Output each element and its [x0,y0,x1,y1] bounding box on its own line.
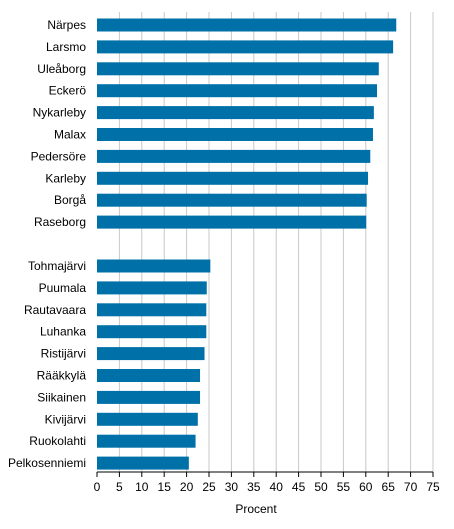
bar [97,369,201,382]
category-label: Raseborg [34,215,86,229]
category-label: Malax [54,128,86,142]
x-tick-label: 50 [314,480,328,494]
bar [97,193,367,207]
category-label: Ruokolahti [29,434,86,448]
category-label: Rautavaara [24,303,86,317]
bar [97,18,397,32]
category-label: Närpes [47,18,86,32]
category-label: Nykarleby [33,106,86,120]
x-tick-label: 40 [270,480,284,494]
category-label: Kivijärvi [45,412,86,426]
category-labels: Närpes Larsmo Uleåborg Eckerö Nykarleby Malax… [8,18,86,470]
x-tick-label: 15 [158,480,172,494]
bar [97,325,207,339]
x-tick-label: 75 [426,480,440,494]
category-label: Luhanka [40,325,86,339]
x-tick-label: 35 [247,480,261,494]
bars [97,18,397,470]
bar [97,149,371,163]
bar [97,434,196,448]
bar [97,281,207,295]
category-label: Karleby [45,171,86,185]
category-label: Siikainen [37,390,86,404]
x-tick-label: 55 [337,480,351,494]
category-label: Larsmo [46,40,86,54]
x-axis-title: Procent [235,502,277,516]
category-label: Borgå [54,193,86,207]
bar [97,215,367,229]
x-tick-label: 70 [404,480,418,494]
bar [97,456,189,470]
x-tick-label: 45 [292,480,306,494]
bar [97,171,369,185]
category-label: Ristijärvi [41,347,86,361]
x-tick-label: 25 [202,480,216,494]
category-label: Rääkkylä [37,369,87,383]
x-tick-label: 20 [180,480,194,494]
x-tick-label: 10 [135,480,149,494]
x-tick-label: 60 [359,480,373,494]
bar [97,303,207,317]
x-tick-label: 30 [225,480,239,494]
bar [97,62,379,76]
bar [97,84,377,98]
category-label: Puumala [39,281,87,295]
x-tick-label: 5 [116,480,123,494]
x-axis: 0 5 10 15 20 25 30 35 40 45 50 55 60 65 70 75 [94,471,440,494]
bar [97,259,211,273]
bar [97,412,198,426]
bar [97,390,201,404]
bar [97,347,205,361]
x-tick-label: 65 [382,480,396,494]
bar [97,40,394,54]
category-label: Pedersöre [31,149,87,163]
category-label: Tohmajärvi [28,259,86,273]
x-tick-label: 0 [94,480,101,494]
bar [97,128,373,141]
category-label: Uleåborg [37,62,86,76]
category-label: Pelkosenniemi [8,456,86,470]
category-label: Eckerö [49,84,87,98]
bar [97,106,374,120]
